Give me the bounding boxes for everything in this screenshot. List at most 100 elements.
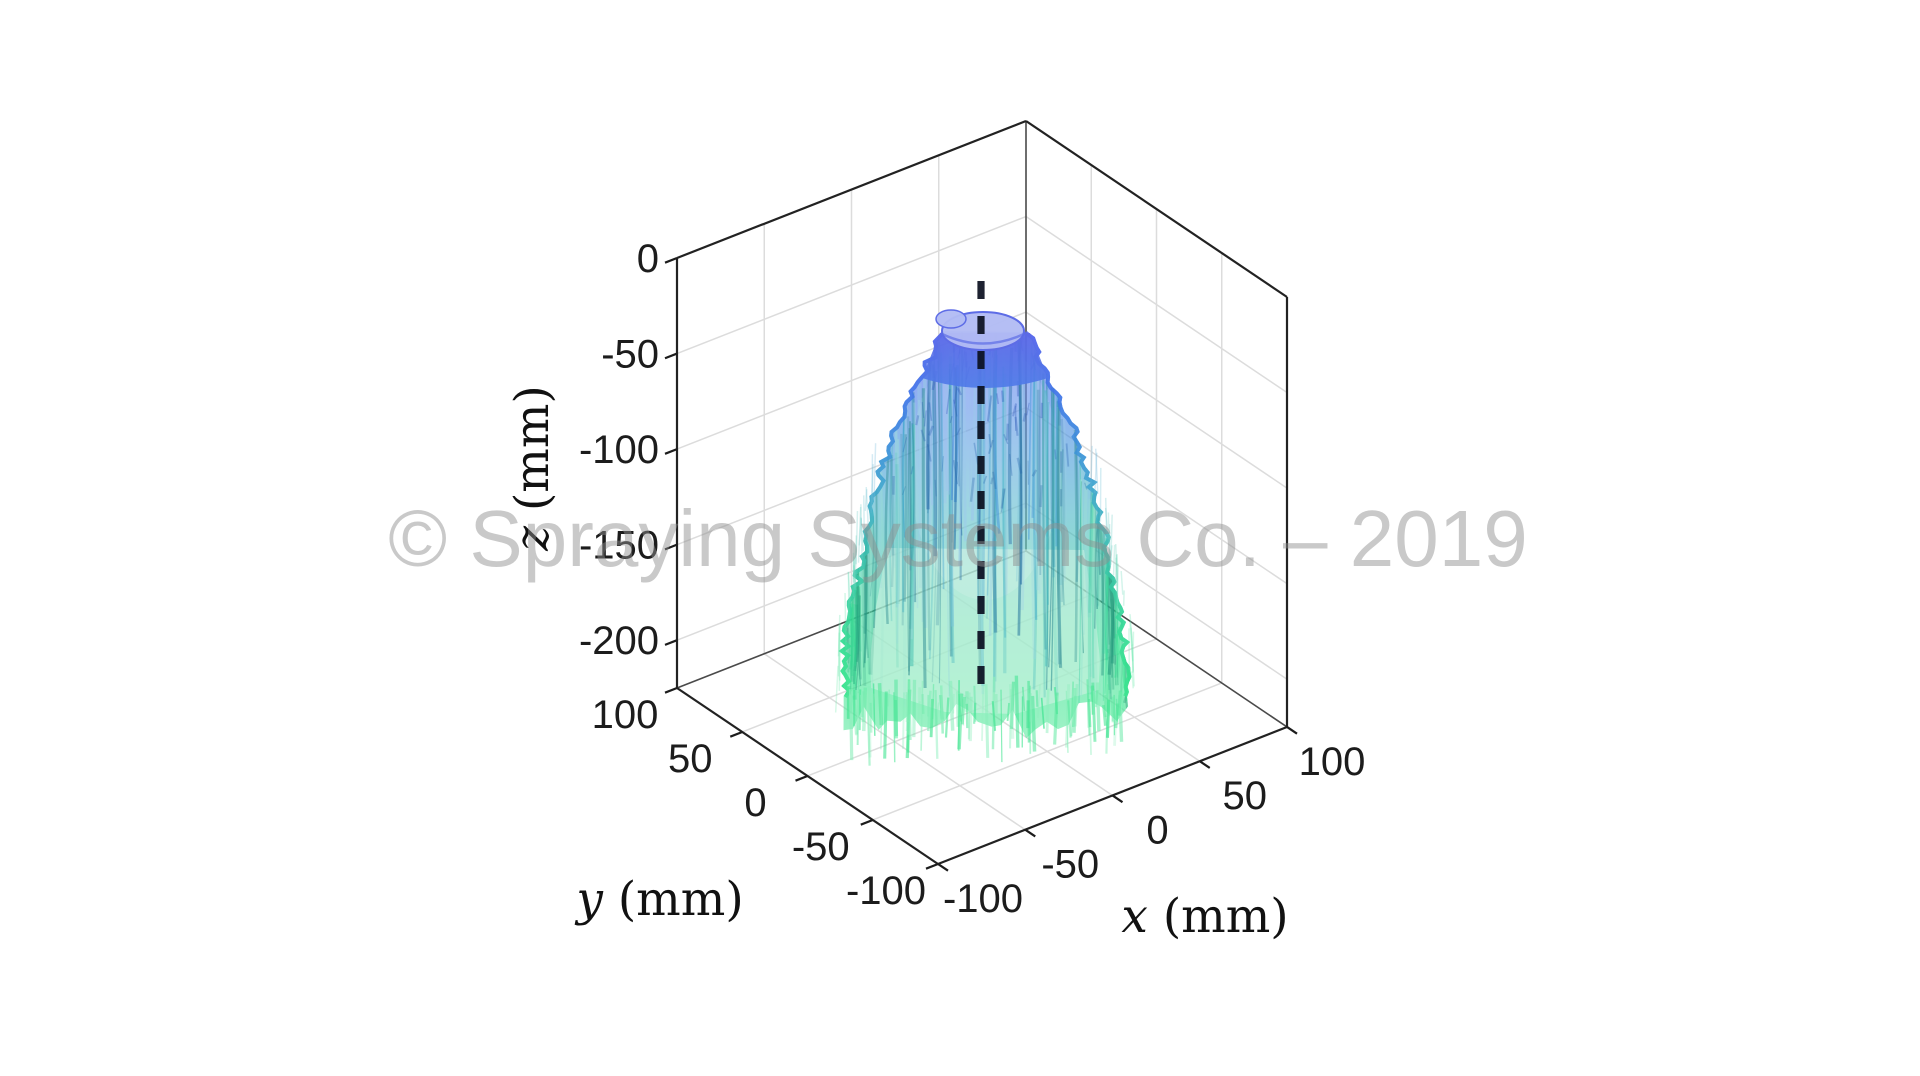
spray-bottom-fringe xyxy=(1053,687,1059,715)
spray-bottom-fringe xyxy=(972,702,977,724)
spray-bottom-fringe xyxy=(1065,690,1069,753)
x-tick xyxy=(1286,726,1298,735)
x-tick xyxy=(1111,794,1124,804)
spray-side-fringe xyxy=(837,624,841,677)
spray-side-fringe xyxy=(1120,571,1124,595)
spray-streak xyxy=(1060,449,1065,606)
box-top-right-edge xyxy=(1025,120,1288,298)
spray-streak xyxy=(1101,527,1106,602)
spray-streak xyxy=(873,485,878,629)
spray-streak xyxy=(894,452,899,668)
spray-side-fringe xyxy=(844,593,847,648)
spray-streak xyxy=(1088,502,1094,613)
spray-speckle xyxy=(1065,443,1070,467)
spray-bottom-fringe xyxy=(1045,688,1050,734)
spray-bottom-fringe xyxy=(887,689,891,707)
y-tick-label: 100 xyxy=(592,693,659,737)
spray-streak xyxy=(948,356,955,664)
spray-bottom-fringe xyxy=(1095,682,1101,732)
spray-bottom-fringe xyxy=(1110,696,1115,723)
spray-side-fringe xyxy=(834,665,839,713)
spray-side-fringe xyxy=(1094,452,1098,494)
spray-bottom-fringe xyxy=(1009,689,1012,749)
spray-speckle xyxy=(910,466,914,475)
spray-speckle xyxy=(988,439,994,455)
spray-bottom-fringe xyxy=(1000,689,1003,763)
spray-bottom-fringe xyxy=(1087,698,1092,728)
spray-streak xyxy=(1046,401,1050,605)
spray-streak xyxy=(908,421,912,676)
spray-side-fringe xyxy=(1131,644,1135,687)
spray-speckle xyxy=(1005,423,1009,441)
spray-streak xyxy=(1050,388,1055,691)
spray-bottom-fringe xyxy=(902,692,906,749)
spray-streak xyxy=(1048,387,1054,668)
spray-bottom-fringe xyxy=(880,692,883,750)
spray-streak xyxy=(849,601,856,648)
spray-streak xyxy=(1100,529,1105,693)
spray-side-fringe xyxy=(1132,631,1135,673)
y-tick-label: 0 xyxy=(744,781,766,825)
spray-streak xyxy=(1051,387,1059,696)
spray-streak xyxy=(1118,640,1123,693)
spray-side-fringe xyxy=(852,545,857,579)
spray-bottom-fringe xyxy=(957,693,964,750)
spray-bottom-fringe xyxy=(948,680,955,731)
y-tick-label: 50 xyxy=(668,737,713,781)
spray-bottom-fringe xyxy=(991,701,997,731)
spray-speckle xyxy=(952,460,959,485)
spray-speckle xyxy=(946,389,951,415)
spray-bottom-fringe xyxy=(1102,705,1107,726)
grid-line xyxy=(872,682,1223,821)
spray-bottom-fringe xyxy=(927,690,932,732)
spray-streak xyxy=(1032,357,1038,620)
spray-streak xyxy=(900,433,905,626)
x-tick-label: -100 xyxy=(943,877,1023,921)
grid-line xyxy=(1025,311,1288,489)
spray-side-fringe xyxy=(1129,621,1134,662)
spray-bottom-fringe xyxy=(1117,690,1123,716)
grid-lines xyxy=(676,155,1288,831)
spray-streak xyxy=(1044,390,1049,667)
spray-side-fringe xyxy=(847,571,851,605)
spray-side-fringe xyxy=(855,510,859,565)
spray-bottom-fringe xyxy=(929,698,934,738)
spray-side-fringe xyxy=(1110,514,1113,565)
spray-speckle xyxy=(923,410,927,427)
spray-streak xyxy=(909,399,915,629)
spray-bottom-fringe xyxy=(861,687,868,732)
spray-speckle xyxy=(1084,482,1088,490)
spray-streak xyxy=(1093,488,1098,695)
spray-streak xyxy=(868,516,876,675)
spray-cap-bump xyxy=(935,309,967,329)
spray-speckle xyxy=(969,477,975,502)
spray-bottom-fringe xyxy=(967,692,971,740)
spray-streak xyxy=(1043,389,1050,614)
spray-interior-glow xyxy=(870,548,1101,714)
spray-bottom-fringe xyxy=(905,691,910,735)
spray-side-fringe xyxy=(1109,545,1113,572)
spray-bottom-fringe xyxy=(935,702,940,726)
spray-streak xyxy=(852,583,859,666)
spray-speckle xyxy=(1014,416,1019,436)
spray-bottom-fringe xyxy=(867,685,872,758)
x-tick-label: 0 xyxy=(1146,808,1168,852)
spray-streak xyxy=(931,373,938,683)
x-tick-label: -50 xyxy=(1041,843,1099,887)
y-tick xyxy=(925,862,939,870)
spray-bottom-fringe xyxy=(893,699,899,737)
spray-speckle xyxy=(915,415,920,426)
y-tick-label: -100 xyxy=(846,869,926,913)
spray-side-fringe xyxy=(1115,554,1119,605)
spray-speckle xyxy=(982,475,988,484)
spray-streak xyxy=(922,373,928,628)
spray-bottom-fringe xyxy=(856,689,860,746)
spray-streak xyxy=(1091,493,1095,679)
spray-side-fringe xyxy=(873,443,877,499)
y-tick-label: -50 xyxy=(792,825,850,869)
spray-streak xyxy=(896,439,900,644)
spray-streak xyxy=(867,510,872,675)
spray-bottom-fringe xyxy=(1114,703,1120,729)
spray-bottom-fringe xyxy=(960,696,966,725)
